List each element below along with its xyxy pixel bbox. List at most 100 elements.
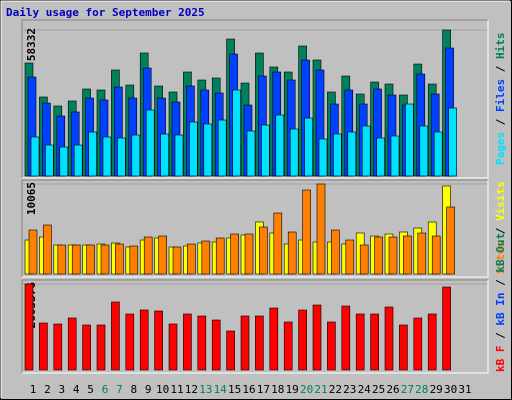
x-tick-label: 6 [102,383,109,396]
panel-bevel [22,280,489,374]
x-tick-label: 18 [271,383,284,396]
legend-entry: kB Out [494,233,507,273]
legend: Sites / Visits [494,181,507,274]
bar [73,144,83,177]
panel-bevel [21,279,488,373]
bar [59,146,69,177]
panel-bevel [21,19,488,178]
bar [111,301,120,371]
bar [183,313,192,371]
legend-entry: Pages [494,132,507,165]
bar [318,138,328,177]
x-tick-label: 3 [58,383,65,396]
bar [302,189,311,275]
bar [289,128,299,177]
x-tick-label: 5 [87,383,94,396]
bar [283,321,293,371]
bar [431,235,441,275]
bar [168,323,178,371]
legend-separator: / [494,273,507,293]
legend: kB F / kB In / kB Out [494,233,507,372]
bar [232,89,241,177]
bar [88,131,97,177]
x-tick-label: 28 [415,383,428,396]
x-tick-label: 21 [314,383,327,396]
x-tick-label: 23 [343,383,356,396]
x-tick-label: 20 [300,383,313,396]
x-tick-label: 31 [458,383,471,396]
bar [376,137,385,177]
bar [419,125,429,177]
bar [327,321,336,371]
bar [399,324,408,371]
bar [345,239,355,275]
bar [154,310,163,371]
bar [240,315,250,371]
x-tick-label: 13 [199,383,212,396]
bar [172,246,182,275]
bar [370,313,379,371]
bar [71,244,81,275]
bar [355,313,365,371]
bar [417,232,427,275]
bar [187,243,196,275]
bar [28,229,38,275]
legend-entry: Files [494,79,507,112]
bar [115,243,124,275]
bar [39,322,48,371]
x-tick-label: 4 [73,383,80,396]
bar [244,233,254,275]
bar [30,136,40,177]
bar [145,109,155,177]
bar [384,306,394,371]
x-tick-label: 10 [156,383,169,396]
bar [347,131,357,177]
legend-text: Sites / Visits [494,181,507,274]
bar [259,226,268,275]
chart-title: Daily usage for September 2025 [6,6,205,19]
bar [304,117,313,177]
bar [57,244,67,275]
bar [361,125,371,177]
bar [129,245,139,275]
bar [333,133,342,177]
x-tick-label: 12 [185,383,198,396]
legend-separator: / [494,59,507,79]
y-tick-label: 10065 [25,182,38,215]
bar [405,103,414,177]
panel-bevel [22,20,489,179]
legend-entry: kB F [494,346,507,373]
x-tick-label: 22 [329,383,342,396]
bar [275,114,285,177]
x-tick-label: 30 [444,383,457,396]
bar [261,124,270,177]
bar [131,134,141,177]
bar [189,121,198,177]
x-tick-label: 29 [430,383,443,396]
bar [215,237,225,275]
x-tick-label: 7 [116,383,123,396]
bar [446,206,455,275]
x-tick-label: 15 [228,383,241,396]
bar [312,304,322,371]
bar [390,135,400,177]
x-tick-label: 24 [358,383,372,396]
bar [203,123,213,177]
bar [24,283,34,371]
x-tick-label: 26 [386,383,399,396]
bar [197,315,207,371]
x-tick-label: 16 [242,383,255,396]
bar [125,313,135,371]
legend-text: kB F / kB In / kB Out [494,233,507,372]
x-tick-label: 17 [257,383,270,396]
x-tick-label: 8 [130,383,137,396]
bar [43,224,52,275]
bar [316,183,326,275]
bar [45,144,54,177]
bar [246,130,256,177]
bar [374,236,383,275]
bar [102,136,112,177]
legend-text: Pages / Files / Hits [494,33,507,166]
